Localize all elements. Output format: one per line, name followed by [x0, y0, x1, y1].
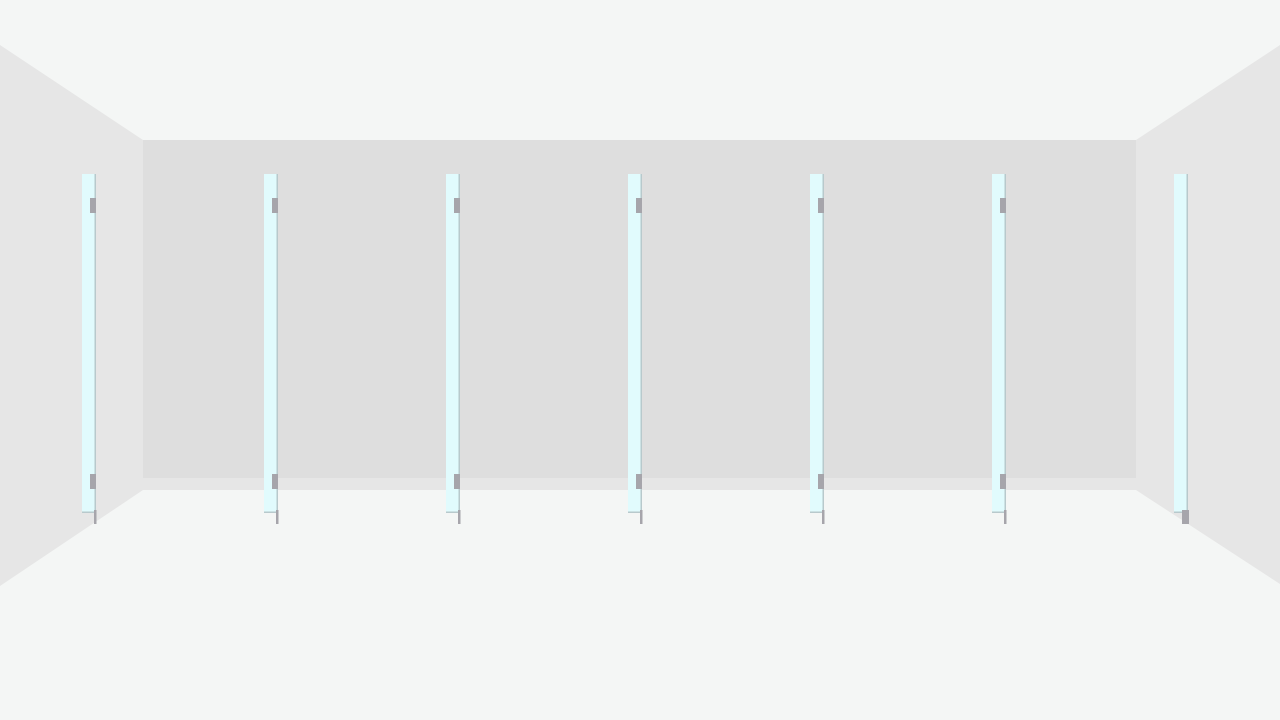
door-foot [822, 510, 825, 524]
door-foot [94, 510, 97, 524]
hinge-top [272, 198, 278, 213]
stall-door[interactable] [992, 174, 1007, 524]
hinge-bottom [818, 474, 824, 489]
door-panel [1174, 174, 1188, 513]
door-panel [628, 174, 642, 513]
stall-door[interactable] [264, 174, 279, 524]
door-bottom-edge [810, 511, 824, 513]
hinge-bottom [90, 474, 96, 489]
stall-door[interactable] [1174, 174, 1189, 524]
door-panel [810, 174, 824, 513]
door-bottom-edge [446, 511, 460, 513]
door-panel [264, 174, 278, 513]
stall-door[interactable] [628, 174, 643, 524]
door-panel [446, 174, 460, 513]
door-edge [822, 174, 824, 513]
left-wall [0, 45, 143, 586]
hinge-bottom [272, 474, 278, 489]
right-wall [1136, 45, 1280, 584]
door-foot [640, 510, 643, 524]
door-bottom-edge [628, 511, 642, 513]
stall-door[interactable] [82, 174, 97, 524]
stall-door[interactable] [446, 174, 461, 524]
hinge-top [818, 198, 824, 213]
door-edge [1186, 174, 1188, 513]
door-panel [992, 174, 1006, 513]
hinge-bottom [454, 474, 460, 489]
hinge-top [90, 198, 96, 213]
hinge-bottom [1000, 474, 1006, 489]
door-edge [276, 174, 278, 513]
door-bottom-edge [82, 511, 96, 513]
door-edge [640, 174, 642, 513]
door-edge [458, 174, 460, 513]
hinge-top [636, 198, 642, 213]
door-foot [276, 510, 279, 524]
stall-doors [82, 174, 1189, 524]
door-panel [82, 174, 96, 513]
door-bottom-edge [1174, 511, 1188, 513]
door-foot [1182, 510, 1189, 524]
stall-door[interactable] [810, 174, 825, 524]
hinge-bottom [636, 474, 642, 489]
door-bottom-edge [264, 511, 278, 513]
door-bottom-edge [992, 511, 1006, 513]
door-foot [458, 510, 461, 524]
door-edge [1004, 174, 1006, 513]
door-foot [1004, 510, 1007, 524]
hinge-top [454, 198, 460, 213]
hinge-top [1000, 198, 1006, 213]
door-edge [94, 174, 96, 513]
